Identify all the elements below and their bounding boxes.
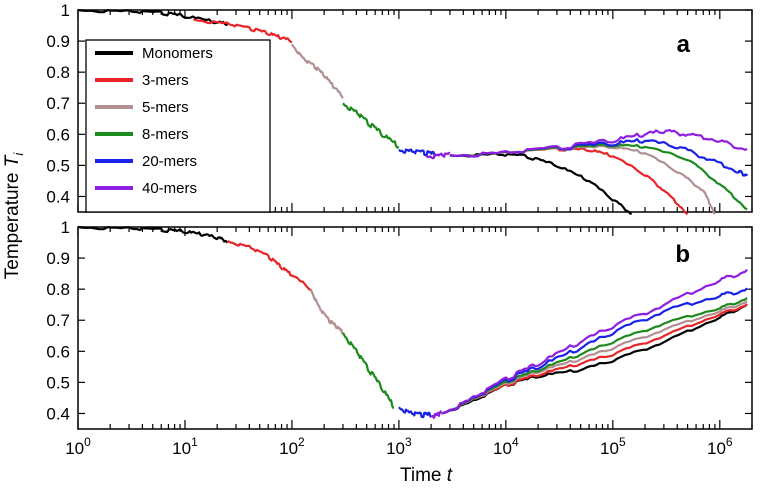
- y-tick-label: 0.7: [46, 94, 70, 113]
- y-tick-label: 1: [61, 1, 70, 20]
- series-line-8-mers: [342, 102, 400, 149]
- y-tick-label: 0.9: [46, 32, 70, 51]
- series-tail-40-mers: [441, 268, 748, 415]
- legend-label: 5-mers: [142, 99, 189, 116]
- y-axis-title-variable: T: [2, 154, 23, 167]
- series-line-40-mers: [425, 151, 451, 160]
- panel-b: 1 0.9 0.8 0.7 0.6 0.5 0.4: [46, 218, 753, 430]
- legend-box: [85, 39, 271, 213]
- series-tail-5-mers: [441, 300, 748, 415]
- panel-label-a: a: [677, 31, 691, 58]
- series-line-20-mers: [398, 148, 437, 158]
- legend-label: 8-mers: [142, 126, 189, 143]
- y-tick-label: 0.4: [46, 187, 70, 206]
- series-line-Monomers: [77, 225, 229, 244]
- series-line-20-mers: [398, 406, 432, 419]
- legend-label: Monomers: [142, 45, 213, 62]
- series-line-3-mers: [193, 18, 293, 44]
- series-line-5-mers: [309, 288, 344, 335]
- series-line-3-mers: [226, 240, 312, 292]
- y-tick-label: 0.8: [46, 63, 70, 82]
- x-tick-label: 101: [172, 435, 198, 458]
- y-tick-label: 0.6: [46, 342, 70, 361]
- x-axis-title: Time t: [400, 465, 453, 486]
- series-tail-40-mers: [449, 129, 748, 158]
- series-tail-8-mers: [449, 143, 748, 211]
- plot-frame: [77, 9, 753, 213]
- x-tick-label: 102: [279, 435, 305, 458]
- x-axis: 100 101 102 103 104 105 106: [65, 435, 733, 458]
- series-line-8-mers: [342, 332, 395, 409]
- y-tick-label: 0.5: [46, 373, 70, 392]
- series-tail-8-mers: [441, 297, 748, 415]
- series-tail-Monomers: [449, 152, 632, 215]
- x-tick-label: 104: [493, 435, 519, 458]
- y-tick-label: 0.7: [46, 311, 70, 330]
- y-tick-label: 0.4: [46, 404, 70, 423]
- y-tick-label: 0.9: [46, 249, 70, 268]
- series-line-40-mers: [430, 410, 443, 419]
- x-tick-label: 105: [600, 435, 626, 458]
- plot-frame: [77, 226, 753, 430]
- y-axis-title-text: Temperature: [2, 173, 23, 280]
- panel-a: 1 0.9 0.8 0.7 0.6 0.5 0.4: [46, 1, 753, 216]
- series-tail-3-mers: [449, 147, 689, 216]
- series-line-5-mers: [290, 43, 344, 99]
- y-tick-label: 0.6: [46, 125, 70, 144]
- y-tick-label: 0.5: [46, 156, 70, 175]
- y-axis-title-subscript: i: [11, 152, 26, 156]
- legend-label: 20-mers: [142, 153, 197, 170]
- x-tick-label: 103: [386, 435, 412, 458]
- panel-label-b: b: [675, 241, 690, 268]
- y-tick-label: 0.8: [46, 280, 70, 299]
- x-axis-title-text: Time: [400, 465, 442, 486]
- x-tick-label: 106: [707, 435, 733, 458]
- y-axis-title: Temperature Ti: [2, 152, 26, 280]
- x-axis-title-variable: t: [447, 465, 453, 486]
- legend-label: 40-mers: [142, 180, 197, 197]
- legend: Monomers 3-mers 5-mers 8-mers 20-mers 40-mers: [85, 39, 271, 213]
- series-tail-3-mers: [441, 303, 748, 415]
- x-tick-label: 100: [65, 435, 91, 458]
- y-tick-label: 1: [61, 218, 70, 237]
- legend-label: 3-mers: [142, 72, 189, 89]
